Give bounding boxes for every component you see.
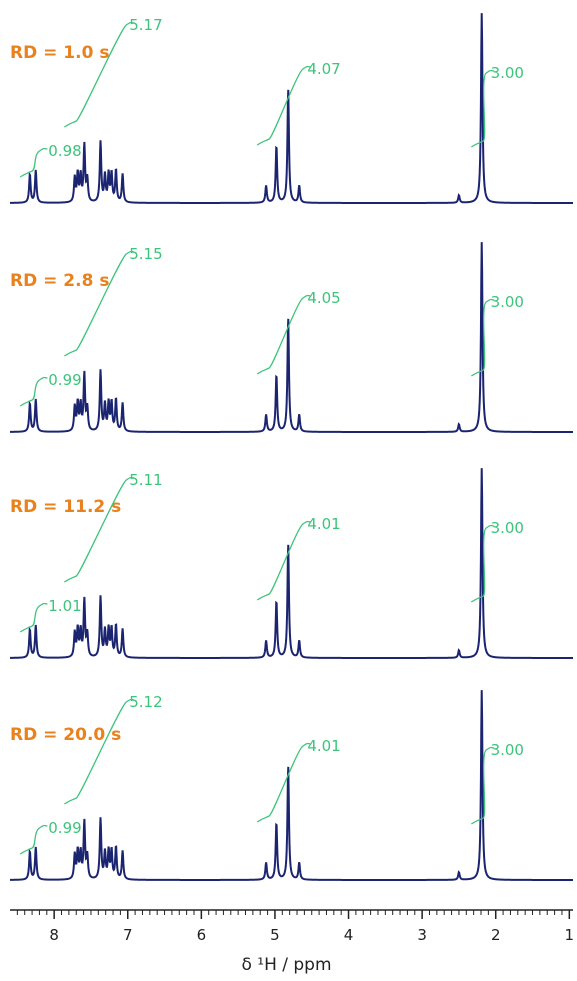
tick-label: 5 — [270, 926, 280, 944]
tick-label: 3 — [417, 926, 427, 944]
integral-value: 1.01 — [48, 597, 81, 615]
integral-curve — [63, 476, 135, 583]
integral-curve — [256, 520, 311, 601]
tick-label: 1 — [565, 926, 575, 944]
integral-curve — [256, 294, 311, 375]
tick-label: 8 — [49, 926, 59, 944]
integral-value: 0.98 — [48, 142, 81, 160]
integral-curve — [19, 602, 48, 633]
spectrum-panel: RD = 1.0 s 0.98 5.17 4.07 3.00 — [10, 13, 573, 204]
integral-value: 5.12 — [129, 693, 162, 711]
integral-value: 3.00 — [491, 64, 524, 82]
spectrum-line — [10, 690, 573, 881]
integral-value: 4.01 — [307, 515, 340, 533]
spectrum-panel: RD = 20.0 s 0.99 5.12 4.01 3.00 — [10, 690, 573, 881]
integral-value: 3.00 — [491, 293, 524, 311]
spectrum-line — [10, 242, 573, 433]
integral-value: 5.17 — [129, 16, 162, 34]
integral-curve — [256, 742, 311, 823]
integral-curve — [19, 376, 48, 407]
spectra-panels: RD = 1.0 s 0.98 5.17 4.07 3.00 RD = 2.8 s 0.99… — [10, 13, 573, 881]
integral-value: 5.15 — [129, 245, 162, 263]
tick-label: 6 — [197, 926, 207, 944]
integral-curve — [63, 21, 135, 128]
tick-label: 2 — [491, 926, 501, 944]
spectrum-panel: RD = 11.2 s 1.01 5.11 4.01 3.00 — [10, 468, 573, 659]
relaxation-delay-label: RD = 20.0 s — [10, 725, 121, 745]
axis-ticks: 8 7 6 5 4 3 2 1 — [16, 910, 575, 944]
integral-curve — [470, 746, 495, 825]
integral-curve — [470, 69, 495, 148]
spectrum-panel: RD = 2.8 s 0.99 5.15 4.05 3.00 — [10, 242, 573, 433]
integral-value: 5.11 — [129, 471, 162, 489]
relaxation-delay-label: RD = 1.0 s — [10, 43, 109, 63]
integral-curve — [63, 698, 135, 805]
integral-value: 4.01 — [307, 737, 340, 755]
integral-curve — [63, 250, 135, 357]
integral-value: 4.07 — [307, 60, 340, 78]
relaxation-delay-label: RD = 2.8 s — [10, 271, 109, 291]
integral-curve — [470, 298, 495, 377]
ppm-axis: 8 7 6 5 4 3 2 1 δ ¹H / ppm — [10, 909, 575, 975]
spectrum-line — [10, 468, 573, 659]
integral-curve — [19, 824, 48, 855]
integral-value: 3.00 — [491, 519, 524, 537]
integral-curve — [470, 524, 495, 603]
integral-value: 4.05 — [307, 289, 340, 307]
integral-value: 3.00 — [491, 741, 524, 759]
integral-value: 0.99 — [48, 819, 81, 837]
tick-label: 7 — [123, 926, 133, 944]
tick-label: 4 — [344, 926, 354, 944]
integral-curve — [19, 147, 48, 178]
axis-label: δ ¹H / ppm — [241, 955, 331, 975]
spectrum-line — [10, 13, 573, 204]
integral-value: 0.99 — [48, 371, 81, 389]
integral-curve — [256, 65, 311, 146]
relaxation-delay-label: RD = 11.2 s — [10, 497, 121, 517]
